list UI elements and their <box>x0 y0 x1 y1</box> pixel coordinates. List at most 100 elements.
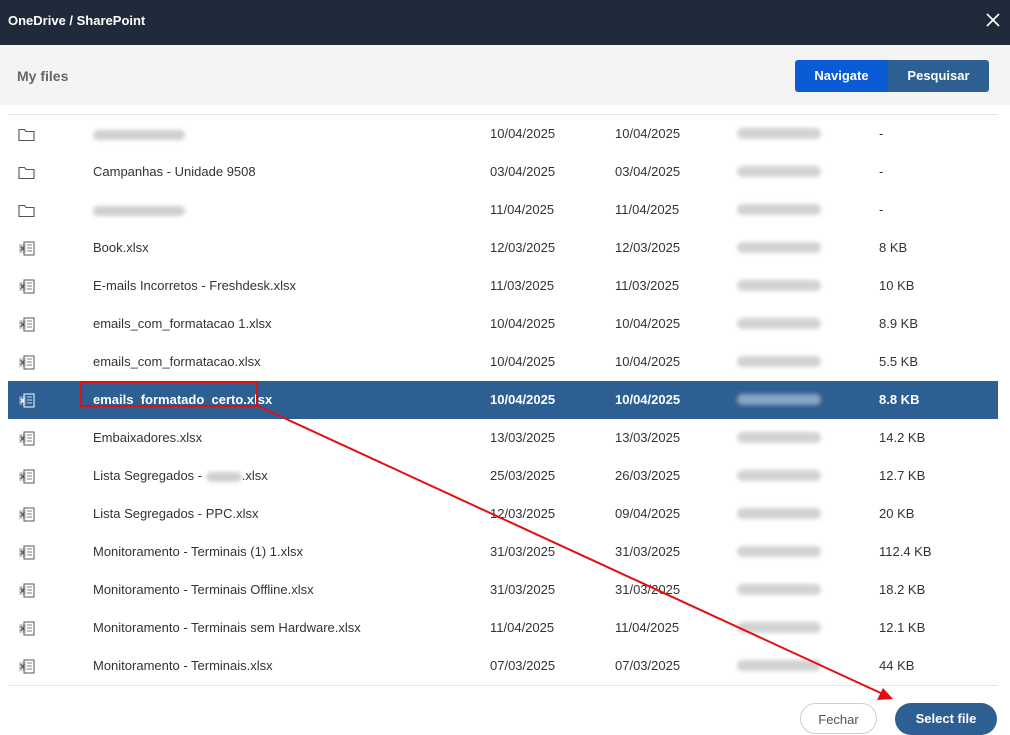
excel-file-icon <box>18 279 35 294</box>
file-row[interactable]: Campanhas - Unidade 9508 03/04/2025 03/04/… <box>8 153 998 192</box>
redacted-owner <box>737 546 821 557</box>
file-row[interactable]: emails_com_formatacao.xlsx 10/04/2025 10/0… <box>8 343 998 382</box>
file-name: Embaixadores.xlsx <box>93 430 203 445</box>
redacted-owner <box>737 470 821 481</box>
navigate-button[interactable]: Navigate <box>795 60 888 92</box>
file-size: 44 KB <box>879 658 915 673</box>
file-size: 12.7 KB <box>879 468 926 483</box>
file-list: 10/04/2025 10/04/2025 - Campanhas - Unidade… <box>8 114 998 686</box>
file-name-cell: Lista Segregados - PPC.xlsx <box>93 506 258 521</box>
redacted-owner <box>737 280 821 291</box>
created-date: 10/04/2025 <box>490 126 556 141</box>
file-size: 8.9 KB <box>879 316 919 331</box>
excel-file-icon <box>18 317 35 332</box>
file-name: Book.xlsx <box>93 240 149 255</box>
redacted-owner <box>737 242 821 253</box>
created-date: 31/03/2025 <box>490 582 556 597</box>
redacted-owner <box>737 432 821 443</box>
file-name-cell: Embaixadores.xlsx <box>93 430 202 445</box>
file-name-cell: Book.xlsx <box>93 240 149 255</box>
file-name-prefix: Lista Segregados - <box>93 468 206 483</box>
file-name: Monitoramento - Terminais Offline.xlsx <box>93 582 314 597</box>
excel-file-icon <box>18 621 35 636</box>
select-file-button[interactable]: Select file <box>895 703 997 735</box>
file-name-cell: Monitoramento - Terminais (1) 1.xlsx <box>93 544 303 559</box>
redacted-text <box>205 471 242 482</box>
redacted-owner <box>737 204 821 215</box>
file-row[interactable]: Monitoramento - Terminais (1) 1.xlsx 31/0… <box>8 533 998 572</box>
redacted-owner <box>737 394 821 405</box>
file-row[interactable]: Monitoramento - Terminais sem Hardware.x… <box>8 609 998 648</box>
modified-date: 31/03/2025 <box>615 544 681 559</box>
redacted-folder-name <box>93 205 185 216</box>
folder-icon <box>18 127 35 142</box>
created-date: 13/03/2025 <box>490 430 556 445</box>
created-date: 25/03/2025 <box>490 468 556 483</box>
file-name: emails_com_formatacao 1.xlsx <box>93 316 272 331</box>
created-date: 11/04/2025 <box>490 202 555 217</box>
file-row[interactable]: Monitoramento - Terminais.xlsx 07/03/2025… <box>8 647 998 686</box>
file-name: Monitoramento - Terminais (1) 1.xlsx <box>93 544 303 559</box>
file-row[interactable]: E-mails Incorretos - Freshdesk.xlsx 11/03… <box>8 267 998 306</box>
created-date: 07/03/2025 <box>490 658 556 673</box>
redacted-owner <box>737 356 821 367</box>
created-date: 31/03/2025 <box>490 544 556 559</box>
created-date: 10/04/2025 <box>490 392 556 407</box>
folder-icon <box>18 165 35 180</box>
file-name-cell: emails_com_formatacao.xlsx <box>93 354 261 369</box>
redacted-owner <box>737 128 821 139</box>
created-date: 12/03/2025 <box>490 240 556 255</box>
file-size: 5.5 KB <box>879 354 919 369</box>
created-date: 10/04/2025 <box>490 316 556 331</box>
file-name: Campanhas - Unidade 9508 <box>93 164 256 179</box>
file-name-cell: Monitoramento - Terminais Offline.xlsx <box>93 582 314 597</box>
file-name-cell <box>93 126 185 141</box>
file-size: 8 KB <box>879 240 908 255</box>
excel-file-icon <box>18 507 35 522</box>
modified-date: 11/04/2025 <box>615 202 680 217</box>
file-name: Monitoramento - Terminais sem Hardware.x… <box>93 620 361 635</box>
file-name-cell: E-mails Incorretos - Freshdesk.xlsx <box>93 278 296 293</box>
redacted-owner <box>737 166 821 177</box>
file-name-cell: Campanhas - Unidade 9508 <box>93 164 256 179</box>
file-name-suffix: .xlsx <box>241 468 268 483</box>
window-title: OneDrive / SharePoint <box>8 13 146 28</box>
file-name-cell: Monitoramento - Terminais.xlsx <box>93 658 273 673</box>
modified-date: 11/04/2025 <box>615 620 680 635</box>
cancel-button[interactable]: Fechar <box>800 703 877 734</box>
modified-date: 09/04/2025 <box>615 506 681 521</box>
modified-date: 03/04/2025 <box>615 164 681 179</box>
excel-file-icon <box>18 659 35 674</box>
redacted-folder-name <box>93 129 185 140</box>
excel-file-icon <box>18 583 35 598</box>
annotation-highlight-box <box>80 381 258 407</box>
created-date: 12/03/2025 <box>490 506 556 521</box>
created-date: 10/04/2025 <box>490 354 556 369</box>
file-name: emails_com_formatacao.xlsx <box>93 354 261 369</box>
modified-date: 10/04/2025 <box>615 392 681 407</box>
file-name: E-mails Incorretos - Freshdesk.xlsx <box>93 278 296 293</box>
file-size: 14.2 KB <box>879 430 926 445</box>
file-name: emails_formatado_certo.xlsx <box>93 392 273 407</box>
search-button[interactable]: Pesquisar <box>888 60 989 92</box>
file-size: 20 KB <box>879 506 915 521</box>
file-row[interactable]: 11/04/2025 11/04/2025 - <box>8 191 998 230</box>
folder-icon <box>18 203 35 218</box>
excel-file-icon <box>18 241 35 256</box>
close-icon[interactable] <box>983 10 1003 30</box>
redacted-owner <box>737 660 821 671</box>
modified-date: 11/03/2025 <box>615 278 680 293</box>
redacted-owner <box>737 318 821 329</box>
redacted-owner <box>737 622 821 633</box>
file-size: 10 KB <box>879 278 915 293</box>
redacted-owner <box>737 508 821 519</box>
file-name-cell <box>93 202 185 217</box>
mode-switch: Navigate Pesquisar <box>795 60 989 92</box>
redacted-owner <box>737 584 821 595</box>
file-size: - <box>879 126 884 141</box>
file-row-selected[interactable]: emails_formatado_certo.xlsx 10/04/2025 10/… <box>8 381 998 420</box>
file-row[interactable]: Book.xlsx 12/03/2025 12/03/2025 8 KB <box>8 229 998 268</box>
file-row[interactable]: Monitoramento - Terminais Offline.xlsx 31… <box>8 571 998 610</box>
breadcrumb[interactable]: My files <box>17 68 69 84</box>
